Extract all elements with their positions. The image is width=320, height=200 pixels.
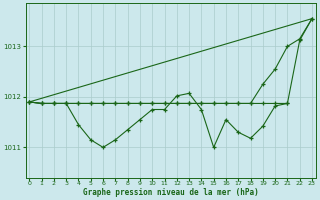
X-axis label: Graphe pression niveau de la mer (hPa): Graphe pression niveau de la mer (hPa) bbox=[83, 188, 259, 197]
